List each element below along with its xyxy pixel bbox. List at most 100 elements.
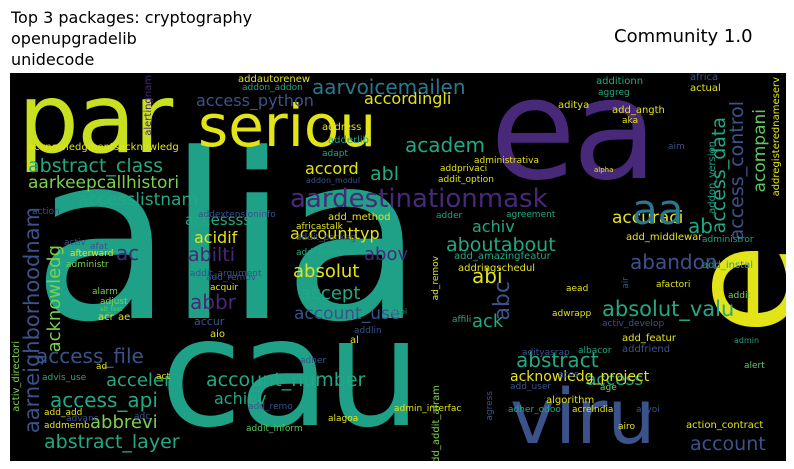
word-achiev: achiev [214,389,267,408]
word-actual: actual [690,83,721,94]
word-airo: airo [618,422,636,432]
word-ac: ac [116,241,140,265]
word-accur: accur [194,315,225,328]
word-activ: activ [64,238,86,248]
word-addlin: addlin [354,326,382,336]
chart-title-left: Top 3 packages: cryptography openupgrade… [11,8,253,69]
word-act: act [156,372,170,382]
word-acrelndia: acrelndia [572,405,614,415]
word-alt-text: alt_text [100,306,123,313]
word-accuraci: accuraci [612,208,684,228]
word-albacor: albacor [578,346,612,356]
word-alpha: alpha [594,166,614,174]
word-access-api: access_api [50,388,158,412]
word-acquir: acquir [210,283,239,293]
word-al: al [350,335,359,346]
word-ack: ack [472,311,504,332]
word-administror: administror [702,235,754,245]
word-acceler: acceler [106,370,172,391]
word-access-file: access_file [36,344,144,368]
chart-title-right: Community 1.0 [614,26,753,47]
word-aces: aces [558,370,579,380]
word-africa: africa [690,73,719,83]
word-add-remo: add_remo [248,402,293,412]
word-accounttyp: accounttyp [290,224,380,243]
word-air: air [621,277,631,289]
word-administr: administr [66,260,109,270]
word-adjust: adjust [100,297,128,307]
word-accesslistnam: accesslistnam [78,190,199,210]
word-cau: cau [160,287,421,461]
word-addit: addit [728,291,751,301]
word-add-method: add_method [328,212,391,223]
word-admin-interfac: admin_interfac [394,404,462,414]
word-cloud: alia cau ea par seriou viru e aardestina… [10,73,786,461]
word-acr: acr [98,312,114,323]
word-alarm: alarm [92,287,118,297]
word-alia: alia [32,106,424,373]
word-adderlib: adderlib [328,135,369,146]
word-administrativa: administrativa [474,156,540,166]
word-adwrapp: adwrapp [552,309,592,319]
word-akyoi: akyoi [636,405,660,415]
word-africastalk: africastalk [296,222,343,232]
word-account-use: account_use [294,304,401,324]
word-aardestinationmask: aardestinationmask [290,184,548,214]
word-adapt: adapt [322,149,348,159]
word-abstract: abstract [516,348,599,372]
word-adityasrap: adityasrap [522,348,570,358]
word-ad: ad [96,362,108,372]
word-addit-option: addit_option [438,175,494,185]
word-add-instal: add_instal [702,260,753,271]
word-adher: adher [300,356,327,366]
word-access-control: access_control [726,101,748,241]
word-aarvoicemailen: aarvoicemailen [312,75,466,99]
word-addit-packag: addit_packag [296,233,356,243]
word-addautorenew: addautorenew [238,74,311,85]
word-ad-remov: ad_remov [431,256,441,301]
word-add-middlewar: add_middlewar [626,232,703,243]
word-add-amazingfeatur: add_amazingfeatur [454,251,551,262]
word-ea: ea [490,73,658,212]
word-add-remov: add_remov [206,273,257,283]
word-aditya: aditya [558,100,590,111]
word-access: access [586,370,644,390]
word-academ: academ [405,133,485,157]
word-affili: affili [452,315,472,325]
word-afactori: afactori [656,280,691,290]
word-abl: abl [370,163,399,185]
word-advis-use: advis_use [42,373,87,383]
word-alert: alert [744,361,765,371]
word-alertingnam: alertingnam [143,75,154,136]
word-aarneighborhoodnam: aarneighborhoodnam [20,207,44,434]
word-seriou: seriou [198,92,377,160]
word-accept: accept [300,283,361,304]
word-absolut: absolut [293,261,360,282]
word-viru: viru [510,372,656,461]
word-acknowledg-project: acknowledg_project [510,369,650,385]
word-access-python: access_python [196,91,314,110]
word-admin: admin [734,336,760,345]
word-ae: ae [118,312,131,323]
word-adc: adc [134,412,151,422]
word-aboutabout: aboutabout [446,234,556,256]
word-acidif: acidif [194,228,238,247]
word-add-follow: add_follow [296,248,344,258]
word-alagoa: alagoa [328,414,359,424]
word-add-addit-afram: add_addit_afram [431,385,442,461]
word-addfriend: addfriend [622,344,671,355]
word-addringschedul: addringschedul [458,263,536,274]
word-address: address [322,122,362,133]
word-aa: aa [632,185,684,234]
word-account-number: account_number [206,369,366,391]
word-adder: adder [436,211,463,221]
word-addon-addon: addon_addon [242,83,303,93]
word-add-angth: add_angth [612,105,665,116]
word-activ-develop: activ_develop [602,319,665,329]
word-additionn: additionn [596,76,644,87]
word-aggreg: aggreg [598,88,630,98]
word-aead: aead [566,284,589,294]
word-absolut-valu: absolut_valu [602,297,735,321]
word-algorithm: algorithm [546,395,595,406]
word-aarkeepcallhistori: aarkeepcallhistori [28,173,180,193]
